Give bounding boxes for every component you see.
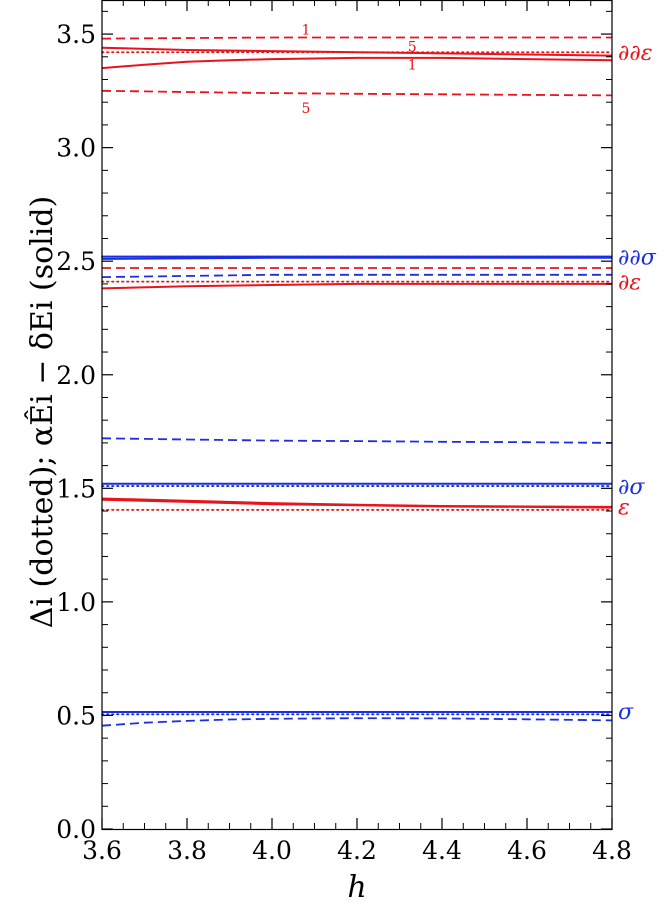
axis-ticks	[101, 0, 613, 830]
x-tick-label: 4.4	[422, 836, 462, 865]
y-tick-label: 3.0	[56, 134, 96, 163]
curve-label-2: ∂ε	[618, 271, 641, 296]
x-axis-title: h	[347, 870, 366, 905]
y-tick-label: 2.0	[56, 361, 96, 390]
dashed-series-3-0	[101, 437, 613, 444]
curve-label-3: ∂σ	[618, 475, 645, 500]
dashed-series-1-0	[101, 273, 612, 278]
x-tick-label: 3.8	[167, 836, 207, 865]
curve-label-5: σ	[618, 700, 634, 725]
plot-frame	[101, 0, 613, 831]
solid-series-0-1	[101, 56, 613, 70]
y-tick-label: 1.0	[56, 588, 96, 617]
y-tick-label: 3.5	[56, 20, 96, 49]
annotation-3: 5	[302, 101, 311, 117]
dashed-series-0-0	[101, 36, 612, 40]
dashed-series-5-0	[101, 717, 613, 727]
tick-labels: 3.6 3.8 4.0 4.2 4.4 4.6 4.8 0.0 0.5 1.0 1.5 2.0 2.5 3…	[56, 20, 632, 865]
y-tick-label: 1.5	[56, 474, 96, 503]
y-tick-label: 0.5	[56, 701, 96, 730]
annotation-2: 1	[408, 58, 417, 74]
x-tick-label: 4.0	[252, 836, 292, 865]
y-axis-title: Δi (dotted); αÊi − δEi (solid)	[24, 196, 60, 629]
curve-label-0: ∂∂ε	[618, 41, 653, 66]
solid-series-1-1	[101, 256, 612, 260]
plot-lines	[101, 36, 613, 727]
x-tick-label: 4.6	[507, 836, 547, 865]
solid-series-4-1	[101, 497, 613, 508]
curve-label-4: ε	[618, 495, 630, 520]
annotation-1: 5	[408, 40, 417, 56]
x-tick-label: 4.2	[337, 836, 377, 865]
annotation-0: 1	[302, 23, 311, 39]
y-tick-label: 2.5	[56, 247, 96, 276]
dashed-series-0-1	[101, 89, 613, 97]
y-tick-label: 0.0	[56, 815, 96, 844]
solid-series-0-0	[101, 46, 613, 57]
curve-label-1: ∂∂σ	[618, 246, 657, 271]
curve-labels: ∂∂ε ∂∂σ∂ε ∂σε σ	[618, 41, 657, 725]
x-tick-label: 4.8	[592, 836, 632, 865]
x-tick-label: 3.6	[82, 836, 122, 865]
solid-series-2-0	[101, 282, 612, 290]
